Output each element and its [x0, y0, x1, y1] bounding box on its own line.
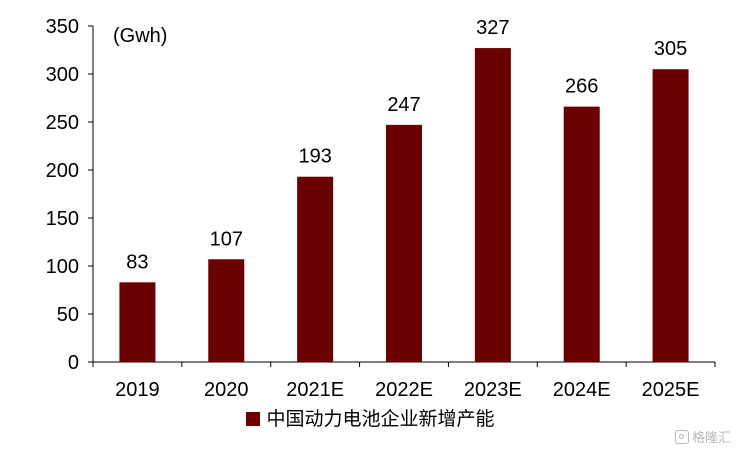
x-tick-label-2023E: 2023E — [464, 379, 522, 401]
x-tick-label-2021E: 2021E — [286, 379, 344, 401]
data-label-2022E: 247 — [387, 94, 420, 116]
y-tick-label: 200 — [46, 160, 79, 182]
y-tick-label: 150 — [46, 208, 79, 230]
y-tick-label: 100 — [46, 256, 79, 278]
y-tick-label: 50 — [57, 304, 79, 326]
x-axis: 2019 2020 2021E 2022E 2023E 2024E 2025E — [92, 361, 716, 401]
watermark-text: 格隆汇 — [691, 431, 731, 446]
x-tick-label-2022E: 2022E — [375, 379, 433, 401]
data-label-2021E: 193 — [298, 146, 331, 168]
watermark-logo-icon — [674, 430, 689, 444]
data-label-2020: 107 — [210, 228, 243, 250]
bar-2022E — [386, 124, 422, 362]
bar-series — [119, 48, 689, 363]
data-label-2019: 83 — [126, 251, 148, 273]
legend-swatch — [246, 412, 261, 426]
y-tick-label: 0 — [68, 352, 79, 374]
y-tick-label: 350 — [46, 16, 79, 38]
bar-2020 — [208, 259, 245, 362]
bar-2025E — [652, 69, 689, 362]
data-labels: 83 107 193 247 327 266 305 — [126, 17, 687, 273]
data-label-2023E: 327 — [476, 17, 509, 39]
x-tick-label-2024E: 2024E — [553, 379, 611, 401]
legend: 中国动力电池企业新增产能 — [0, 404, 741, 431]
x-tick-label-2020: 2020 — [204, 379, 249, 401]
bar-2021E — [297, 176, 334, 362]
data-label-2024E: 266 — [565, 76, 598, 98]
y-tick-label: 250 — [46, 112, 79, 134]
watermark: 格隆汇 — [674, 427, 731, 446]
bar-2023E — [474, 48, 511, 363]
x-tick-label-2025E: 2025E — [642, 379, 700, 401]
bar-2024E — [563, 106, 600, 362]
bar-2019 — [119, 282, 156, 362]
y-axis: 0 50 100 150 200 250 300 350 — [46, 16, 94, 374]
data-label-2025E: 305 — [654, 38, 687, 60]
legend-label: 中国动力电池企业新增产能 — [266, 408, 495, 430]
x-tick-label-2019: 2019 — [115, 379, 160, 401]
unit-label: (Gwh) — [113, 25, 167, 47]
y-tick-label: 300 — [46, 64, 79, 86]
